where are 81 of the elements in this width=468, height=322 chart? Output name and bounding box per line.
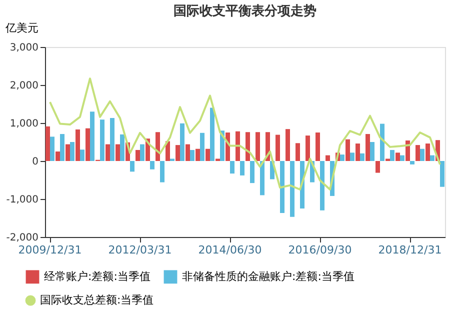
bar bbox=[380, 124, 384, 161]
bar bbox=[86, 128, 90, 161]
bar bbox=[286, 129, 290, 161]
bar bbox=[416, 145, 420, 161]
bar bbox=[210, 108, 214, 161]
bar bbox=[190, 150, 194, 161]
bar bbox=[396, 152, 400, 161]
x-tick-label: 2016/09/30 bbox=[288, 244, 352, 256]
bar bbox=[356, 144, 360, 161]
bar bbox=[110, 118, 114, 161]
bar bbox=[256, 132, 260, 161]
y-tick-label: 2,000 bbox=[10, 80, 38, 92]
bar bbox=[296, 143, 300, 161]
bar bbox=[206, 148, 210, 161]
bar bbox=[430, 155, 434, 161]
bar bbox=[366, 134, 370, 161]
bar bbox=[290, 161, 294, 217]
legend-label: 经常账户:差额:当季值 bbox=[44, 270, 150, 283]
bar bbox=[120, 134, 124, 161]
bar bbox=[180, 123, 184, 161]
bar bbox=[240, 161, 244, 176]
y-axis-title: 亿美元 bbox=[4, 22, 38, 34]
bar bbox=[370, 142, 374, 161]
bar bbox=[70, 142, 74, 161]
legend-label: 国际收支总差额:当季值 bbox=[40, 294, 154, 306]
y-tick-label: -2,000 bbox=[6, 232, 38, 244]
bar bbox=[100, 120, 104, 161]
line-series bbox=[49, 78, 441, 190]
bar bbox=[250, 161, 254, 184]
bar bbox=[156, 132, 160, 161]
bar bbox=[426, 144, 430, 161]
bar bbox=[306, 136, 310, 161]
bar bbox=[246, 132, 250, 161]
bar bbox=[440, 161, 444, 187]
bar bbox=[60, 134, 64, 161]
bar bbox=[390, 150, 394, 161]
bar bbox=[320, 161, 324, 210]
bar bbox=[326, 155, 330, 161]
bar bbox=[116, 144, 120, 161]
bar bbox=[376, 161, 380, 173]
y-tick-label: 0 bbox=[32, 156, 38, 168]
x-tick-label: 2014/06/30 bbox=[198, 244, 262, 256]
bar bbox=[340, 154, 344, 161]
bar bbox=[176, 145, 180, 161]
x-tick-label: 2009/12/31 bbox=[18, 244, 82, 256]
bar bbox=[166, 141, 170, 161]
bar bbox=[400, 155, 404, 161]
bar bbox=[130, 161, 134, 172]
bar bbox=[56, 152, 60, 161]
bar bbox=[346, 139, 350, 161]
bar bbox=[76, 129, 80, 161]
bar bbox=[90, 112, 94, 161]
bar bbox=[50, 136, 54, 161]
bar bbox=[150, 161, 154, 170]
bar bbox=[276, 134, 280, 161]
chart-title: 国际收支平衡表分项走势 bbox=[174, 3, 316, 19]
y-tick-label: -1,000 bbox=[6, 194, 38, 206]
bar bbox=[200, 132, 204, 161]
x-tick-label: 2018/12/31 bbox=[378, 244, 442, 256]
bar bbox=[420, 148, 424, 161]
y-tick-label: 1,000 bbox=[10, 118, 38, 130]
bar bbox=[280, 161, 284, 214]
bar bbox=[230, 161, 234, 174]
bar bbox=[260, 161, 264, 196]
bar bbox=[236, 131, 240, 161]
legend-label: 非储备性质的金融账户:差额:当季值 bbox=[182, 270, 354, 283]
bar bbox=[140, 144, 144, 161]
bar bbox=[186, 144, 190, 161]
bar bbox=[316, 132, 320, 161]
bar bbox=[66, 144, 70, 161]
y-tick-label: 3,000 bbox=[10, 42, 38, 54]
bar bbox=[350, 152, 354, 161]
bar bbox=[46, 126, 50, 161]
bar bbox=[410, 161, 414, 164]
bar bbox=[196, 148, 200, 161]
bar bbox=[136, 150, 140, 161]
x-tick-label: 2012/03/31 bbox=[108, 244, 172, 256]
bar bbox=[360, 153, 364, 161]
bar bbox=[160, 161, 164, 182]
bar bbox=[80, 150, 84, 161]
bar bbox=[106, 144, 110, 161]
